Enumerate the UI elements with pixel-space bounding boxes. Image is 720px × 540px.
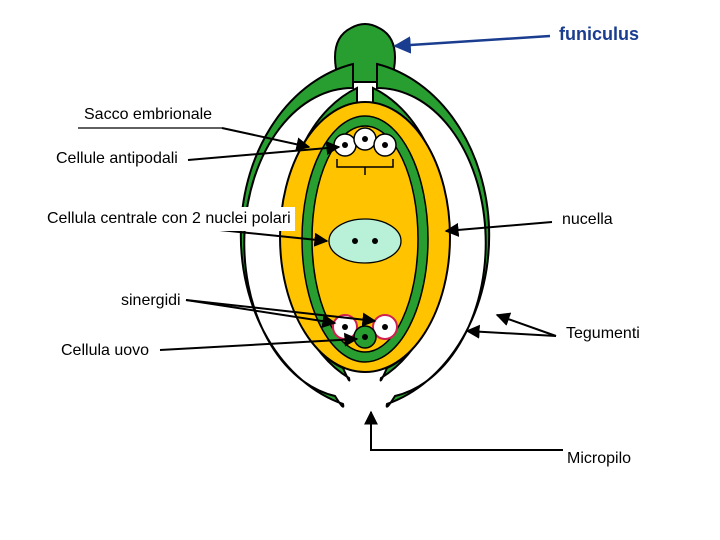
- label-funiculus: funiculus: [555, 22, 643, 47]
- label-cellula-uovo: Cellula uovo: [57, 340, 153, 362]
- label-tegumenti: Tegumenti: [562, 323, 644, 345]
- label-cellula-centrale: Cellula centrale con 2 nuclei polari: [43, 207, 295, 231]
- label-cellule-antipodali: Cellule antipodali: [52, 148, 182, 170]
- label-micropilo: Micropilo: [563, 448, 635, 470]
- label-nucella: nucella: [558, 209, 617, 231]
- label-sinergidi: sinergidi: [117, 290, 185, 312]
- label-sacco-embrionale: Sacco embrionale: [80, 104, 216, 126]
